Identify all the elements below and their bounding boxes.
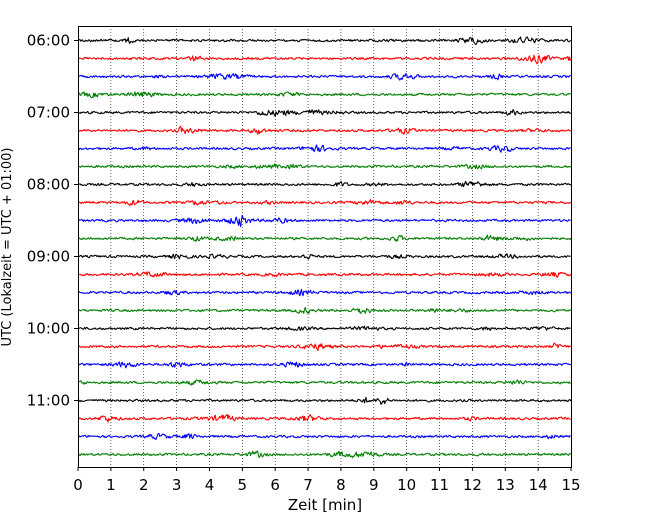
x-tick-label-9: 9 (369, 476, 379, 494)
x-tick-label-10: 10 (397, 476, 416, 494)
x-tick-label-11: 11 (430, 476, 449, 494)
x-tick-label-6: 6 (270, 476, 280, 494)
trace-1115 (77, 413, 571, 423)
y-tick-label-4: 10:00 (27, 320, 70, 338)
x-tick-label-1: 1 (106, 476, 116, 494)
trace-0900 (77, 253, 571, 260)
y-axis-label: UTC (Lokalzeit = UTC + 01:00) (0, 148, 15, 347)
trace-1000 (77, 325, 571, 331)
trace-1045 (77, 379, 572, 386)
seismic-traces (77, 36, 572, 459)
x-tick-label-13: 13 (496, 476, 515, 494)
x-tick-label-12: 12 (463, 476, 482, 494)
trace-0830 (77, 214, 571, 228)
x-tick-label-8: 8 (336, 476, 346, 494)
trace-0930 (77, 288, 572, 297)
trace-0615 (77, 54, 572, 65)
x-tick-label-0: 0 (73, 476, 83, 494)
trace-0845 (77, 234, 572, 242)
y-tick-label-2: 08:00 (27, 176, 70, 194)
plot-frame (78, 26, 572, 468)
trace-1145 (77, 450, 572, 459)
y-tick-label-1: 07:00 (27, 104, 70, 122)
trace-0700 (77, 109, 572, 117)
x-tick-label-4: 4 (205, 476, 215, 494)
x-axis-label: Zeit [min] (288, 496, 362, 514)
trace-0915 (77, 271, 572, 278)
trace-1100 (77, 396, 572, 405)
trace-0745 (77, 163, 572, 170)
trace-0815 (77, 199, 571, 207)
trace-0945 (77, 306, 572, 314)
x-tick-label-3: 3 (172, 476, 182, 494)
x-tick-label-5: 5 (238, 476, 248, 494)
trace-0800 (77, 180, 572, 188)
trace-1030 (77, 361, 572, 369)
y-tick-label-0: 06:00 (27, 32, 70, 50)
trace-0600 (77, 36, 572, 45)
trace-1130 (77, 433, 571, 441)
trace-0630 (77, 73, 571, 81)
x-tick-label-15: 15 (561, 476, 580, 494)
y-axis-ticks: 06:00 07:00 08:00 09:00 10:00 11:00 (27, 32, 78, 410)
trace-0645 (77, 91, 572, 99)
y-tick-label-3: 09:00 (27, 248, 70, 266)
x-axis-ticks: 0 1 2 3 4 5 6 7 8 9 10 11 12 13 14 15 (73, 467, 581, 494)
x-tick-label-14: 14 (529, 476, 548, 494)
y-tick-label-5: 11:00 (27, 392, 70, 410)
x-tick-label-2: 2 (139, 476, 149, 494)
x-tick-label-7: 7 (303, 476, 313, 494)
trace-1015 (77, 342, 572, 352)
trace-0730 (77, 144, 571, 153)
trace-0715 (77, 125, 572, 135)
